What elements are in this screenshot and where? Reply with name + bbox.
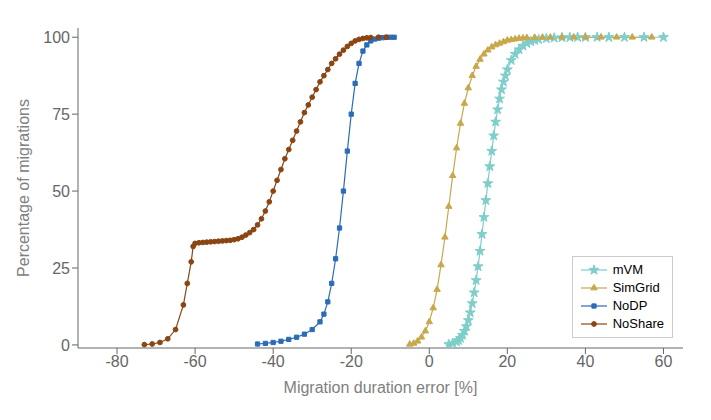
svg-text:0: 0	[425, 353, 434, 370]
html-text:NoDP: NoDP	[612, 298, 648, 313]
html-text:mVM: mVM	[612, 262, 643, 277]
svg-text:-80: -80	[105, 353, 128, 370]
svg-text:50: 50	[52, 183, 70, 200]
svg-text:75: 75	[52, 106, 70, 123]
svg-text:Percentage of migrations: Percentage of migrations	[15, 99, 32, 277]
svg-text:-40: -40	[262, 353, 285, 370]
svg-text:25: 25	[52, 260, 70, 277]
html-text:NoShare: NoShare	[612, 316, 664, 331]
svg-text:100: 100	[43, 29, 70, 46]
svg-text:20: 20	[498, 353, 516, 370]
svg-text:60: 60	[655, 353, 673, 370]
svg-text:-20: -20	[340, 353, 363, 370]
svg-text:Migration duration error [%]: Migration duration error [%]	[284, 379, 478, 396]
svg-text:0: 0	[61, 337, 70, 354]
svg-text:-60: -60	[184, 353, 207, 370]
html-text:SimGrid: SimGrid	[612, 280, 660, 295]
svg-text:40: 40	[577, 353, 595, 370]
